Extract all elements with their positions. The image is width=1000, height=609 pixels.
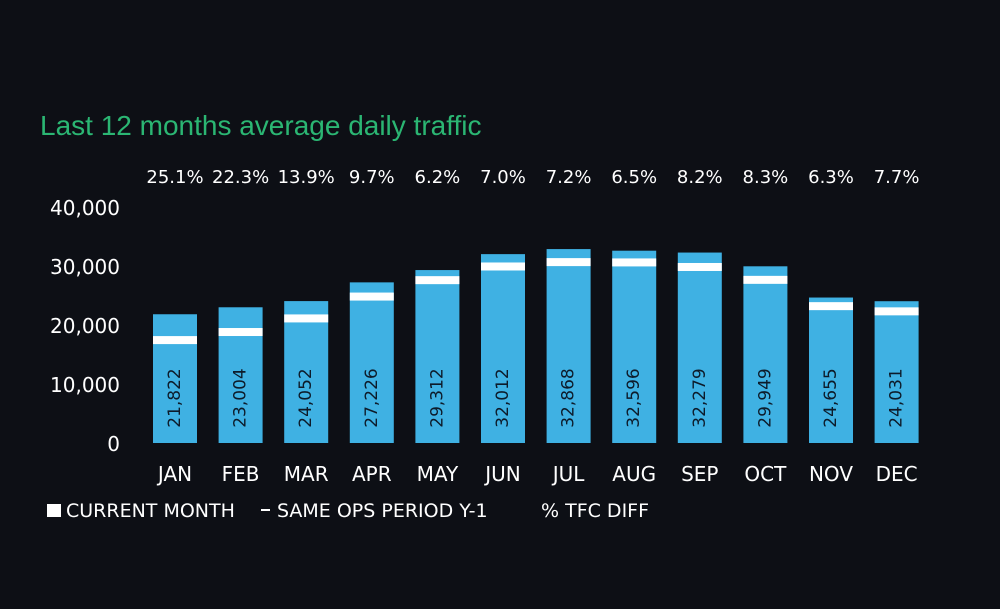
pct-diff-label: 6.5% xyxy=(611,167,657,188)
x-tick-label: DEC xyxy=(876,462,918,486)
bar-value-label: 32,279 xyxy=(690,368,710,427)
bar-value-label: 29,312 xyxy=(427,368,447,427)
y-tick-label: 0 xyxy=(107,432,120,456)
bar-current-jun xyxy=(481,254,525,443)
pct-diff-label: 22.3% xyxy=(212,167,269,188)
bar-current-may xyxy=(415,270,460,443)
legend-prev-label: SAME OPS PERIOD Y-1 xyxy=(277,500,488,522)
bar-value-label: 21,822 xyxy=(165,368,185,427)
y-tick-label: 30,000 xyxy=(50,255,120,279)
x-tick-label: AUG xyxy=(612,462,656,486)
marker-prev-mar xyxy=(284,314,329,323)
pct-diff-label: 8.2% xyxy=(677,167,723,188)
marker-prev-jul xyxy=(546,258,591,267)
pct-diff-label: 7.7% xyxy=(874,167,920,188)
marker-prev-sep xyxy=(677,262,722,271)
pct-diff-label: 9.7% xyxy=(349,167,395,188)
marker-prev-apr xyxy=(349,292,394,301)
bar-value-label: 29,949 xyxy=(755,368,775,427)
legend-pct-label: % TFC DIFF xyxy=(541,500,649,522)
pct-diff-label: 7.2% xyxy=(546,167,592,188)
pct-diff-label: 8.3% xyxy=(743,167,789,188)
pct-diff-label: 6.2% xyxy=(415,167,461,188)
pct-diff-label: 7.0% xyxy=(480,167,526,188)
bar-current-nov xyxy=(809,297,853,443)
pct-diff-label: 13.9% xyxy=(278,167,335,188)
y-tick-label: 10,000 xyxy=(50,373,120,397)
bar-value-label: 27,226 xyxy=(362,368,382,427)
pct-diff-label: 25.1% xyxy=(146,167,203,188)
legend-current-label: CURRENT MONTH xyxy=(66,500,235,522)
bar-value-label: 32,868 xyxy=(559,368,579,427)
bar-current-jan xyxy=(153,314,197,443)
x-tick-label: MAY xyxy=(417,462,459,486)
bar-value-label: 32,596 xyxy=(624,368,644,427)
marker-prev-jun xyxy=(481,262,525,271)
x-tick-label: OCT xyxy=(744,462,787,486)
pct-diff-labels: 25.1% 22.3% 13.9% 9.7% 6.2% 7.0% 7.2% 6.5% 8.2% 8… xyxy=(146,167,919,188)
x-tick-label: JUL xyxy=(551,462,586,486)
bar-value-label: 24,031 xyxy=(887,368,907,427)
marker-prev-aug xyxy=(612,258,657,267)
pct-diff-label: 6.3% xyxy=(808,167,854,188)
bar-value-label: 24,052 xyxy=(296,368,316,427)
x-tick-label: SEP xyxy=(681,462,718,486)
marker-prev-feb xyxy=(218,328,263,337)
x-tick-label: JAN xyxy=(156,462,192,486)
bar-current-sep xyxy=(677,252,722,443)
legend: CURRENT MONTH SAME OPS PERIOD Y-1 % TFC … xyxy=(47,500,649,522)
x-tick-label: JUN xyxy=(483,462,521,486)
x-tick-label: NOV xyxy=(809,462,853,486)
bar-current-jul xyxy=(546,249,591,443)
bars: 21,822 23,004 24,052 27,226 29,312 32,012 32,8… xyxy=(153,249,919,443)
bar-current-dec xyxy=(874,301,919,443)
marker-prev-nov xyxy=(809,302,853,311)
marker-prev-dec xyxy=(874,307,919,316)
bar-value-label: 24,655 xyxy=(821,368,841,427)
bar-current-aug xyxy=(612,250,657,443)
x-tick-label: FEB xyxy=(222,462,260,486)
y-tick-label: 40,000 xyxy=(50,196,120,220)
marker-prev-oct xyxy=(743,275,788,284)
bar-value-label: 32,012 xyxy=(493,368,513,427)
x-tick-label: APR xyxy=(352,462,392,486)
marker-prev-jan xyxy=(153,336,197,345)
legend-current-swatch xyxy=(47,504,61,517)
bar-value-label: 23,004 xyxy=(231,368,251,427)
bar-current-mar xyxy=(284,301,329,443)
bar-current-oct xyxy=(743,266,788,443)
y-axis: 40,000 30,000 20,000 10,000 0 xyxy=(50,196,120,456)
x-axis: JAN FEB MAR APR MAY JUN JUL AUG SEP OCT NOV DEC xyxy=(156,462,918,486)
marker-prev-may xyxy=(415,276,460,285)
bar-current-apr xyxy=(349,282,394,443)
chart-title: Last 12 months average daily traffic xyxy=(40,110,482,141)
x-tick-label: MAR xyxy=(284,462,329,486)
y-tick-label: 20,000 xyxy=(50,314,120,338)
